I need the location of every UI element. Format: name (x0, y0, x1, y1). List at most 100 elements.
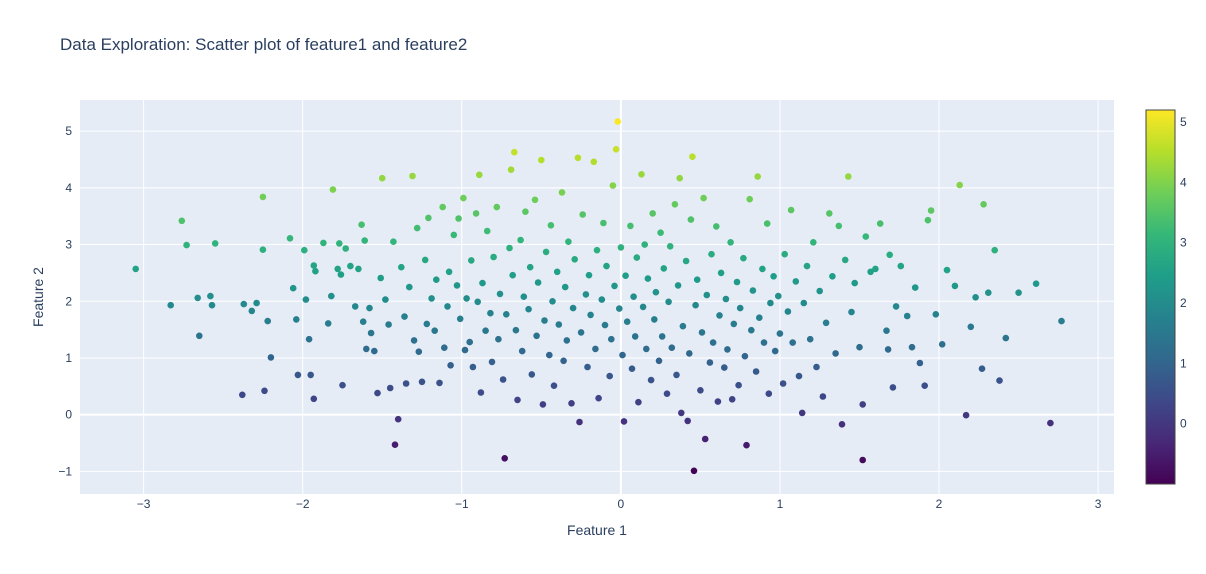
data-point (826, 210, 833, 217)
data-point (756, 314, 763, 322)
data-point (592, 345, 599, 353)
data-point (649, 210, 656, 217)
data-point (616, 305, 623, 312)
data-point (743, 441, 750, 449)
data-point (487, 309, 494, 317)
data-point (798, 409, 806, 417)
data-point (423, 320, 431, 328)
data-point (601, 321, 609, 329)
y-tick-label: 3 (65, 238, 72, 252)
data-point (374, 389, 381, 397)
data-point (337, 271, 345, 278)
data-point (673, 371, 680, 379)
data-point (693, 276, 701, 284)
data-point (692, 301, 699, 309)
data-point (716, 312, 723, 319)
x-axis-title: Feature 1 (567, 522, 627, 538)
data-point (444, 303, 451, 310)
data-point (347, 262, 354, 270)
data-point (641, 241, 648, 248)
data-point (595, 394, 602, 402)
data-point (390, 238, 397, 245)
data-point (533, 332, 540, 340)
data-point (924, 216, 932, 224)
data-point (606, 372, 613, 380)
data-point (932, 311, 940, 318)
data-point (697, 387, 704, 394)
data-point (714, 398, 722, 405)
data-point (859, 401, 866, 408)
data-point (493, 203, 501, 211)
data-point (512, 326, 520, 334)
data-point (558, 189, 566, 196)
data-point (749, 287, 757, 294)
data-point (240, 300, 248, 308)
data-point (770, 273, 777, 280)
x-tick-label: 1 (777, 497, 784, 511)
data-point (690, 467, 698, 475)
data-point (741, 352, 749, 360)
data-point (463, 295, 470, 302)
data-point (851, 279, 858, 287)
colorbar (1145, 109, 1176, 485)
data-point (674, 282, 682, 289)
data-point (698, 329, 706, 336)
data-point (445, 268, 453, 276)
data-point (892, 303, 900, 310)
data-point (439, 203, 447, 211)
data-point (1002, 334, 1010, 342)
data-point (428, 295, 435, 302)
data-point (476, 171, 483, 179)
data-point (579, 211, 586, 218)
x-tick-label: −3 (137, 497, 151, 511)
data-point (482, 327, 489, 335)
data-point (526, 263, 534, 271)
data-point (547, 222, 555, 229)
data-point (483, 227, 491, 235)
data-point (784, 308, 792, 315)
x-tick-label: −1 (455, 497, 469, 511)
data-point (886, 251, 893, 259)
data-point (819, 393, 827, 400)
data-point (603, 262, 610, 270)
data-point (760, 339, 768, 346)
data-point (520, 293, 528, 301)
data-point (639, 303, 647, 311)
data-point (450, 231, 458, 239)
data-point (980, 201, 987, 208)
data-point (652, 288, 660, 296)
data-point (806, 335, 814, 343)
data-point (207, 292, 214, 300)
data-points (132, 118, 1065, 475)
data-point (461, 346, 469, 354)
data-point (587, 311, 594, 319)
data-point (391, 441, 399, 449)
data-point (908, 343, 916, 351)
data-point (722, 295, 730, 303)
data-point (563, 337, 571, 344)
data-point (261, 387, 268, 395)
data-point (398, 263, 405, 271)
data-point (956, 181, 963, 189)
data-point (620, 418, 628, 425)
chart-title: Data Exploration: Scatter plot of featur… (60, 35, 467, 54)
data-point (401, 313, 408, 320)
data-point (967, 323, 975, 331)
data-point (503, 311, 510, 318)
colorbar-tick-label: 2 (1180, 296, 1187, 310)
y-axis-ticks: −1 0 1 2 3 4 5 (58, 124, 72, 478)
data-point (943, 266, 951, 274)
data-point (363, 345, 370, 353)
data-point (339, 381, 346, 389)
data-point (499, 376, 507, 383)
data-point (546, 351, 553, 359)
data-point (367, 329, 375, 337)
data-point (361, 237, 369, 244)
y-tick-label: 2 (65, 294, 72, 308)
data-point (496, 290, 504, 298)
data-point (307, 371, 315, 379)
data-point (474, 298, 482, 306)
x-tick-label: 2 (936, 497, 943, 511)
data-point (792, 278, 800, 285)
